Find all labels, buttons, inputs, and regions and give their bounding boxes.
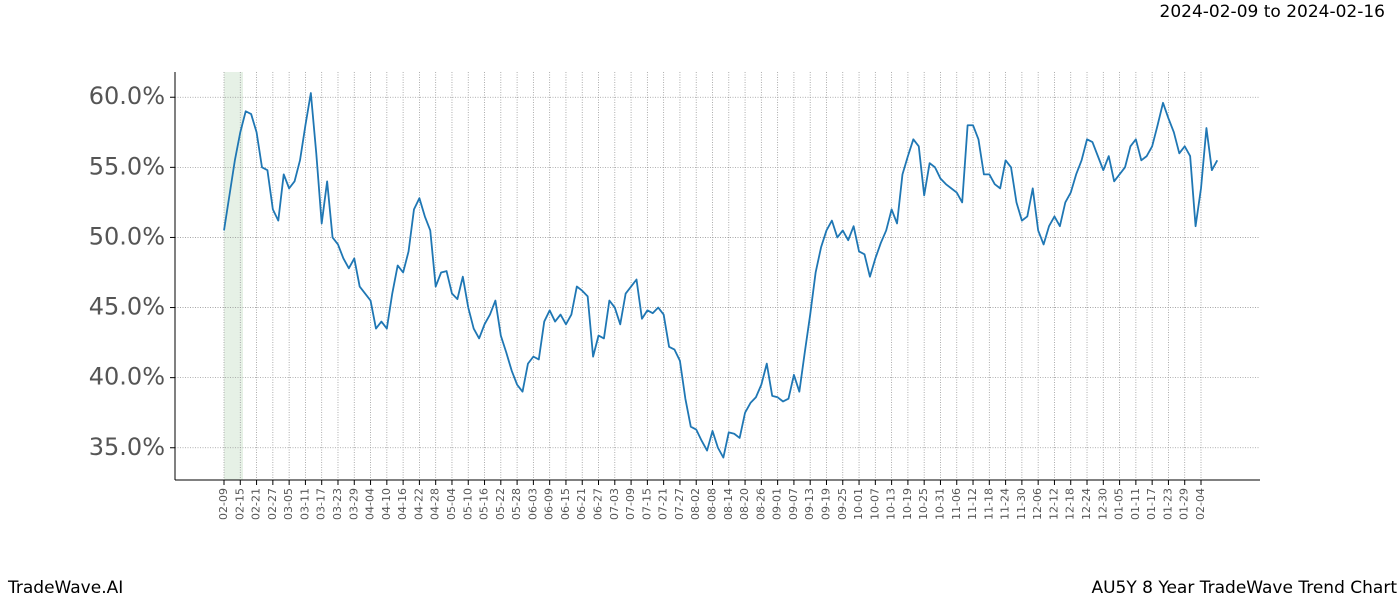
x-tick-label: 08-20 (738, 488, 751, 520)
x-tick-label: 07-09 (624, 488, 637, 520)
footer-title: AU5Y 8 Year TradeWave Trend Chart (1091, 578, 1397, 598)
x-tick-label: 11-12 (966, 488, 979, 520)
x-tick-label: 10-31 (933, 488, 946, 520)
x-tick-label: 07-21 (657, 488, 670, 520)
x-tick-label: 04-28 (429, 488, 442, 520)
x-tick-label: 01-11 (1129, 488, 1142, 520)
x-tick-label: 03-17 (315, 488, 328, 520)
x-tick-label: 05-28 (510, 488, 523, 520)
x-tick-label: 06-09 (543, 488, 556, 520)
x-tick-label: 05-04 (445, 488, 458, 520)
x-tick-label: 08-14 (722, 488, 735, 520)
x-tick-label: 12-12 (1047, 488, 1060, 520)
x-tick-label: 04-04 (364, 488, 377, 520)
x-tick-label: 06-27 (592, 488, 605, 520)
y-tick-label: 35.0% (89, 433, 165, 461)
x-tick-label: 02-15 (233, 488, 246, 520)
x-tick-label: 12-06 (1031, 488, 1044, 520)
y-tick-label: 50.0% (89, 222, 165, 250)
x-tick-label: 10-25 (917, 488, 930, 520)
x-tick-label: 09-07 (787, 488, 800, 520)
y-tick-label: 60.0% (89, 82, 165, 110)
x-tick-label: 02-09 (217, 488, 230, 520)
x-tick-label: 05-22 (494, 488, 507, 520)
x-tick-label: 11-24 (999, 488, 1012, 520)
x-tick-label: 12-24 (1080, 488, 1093, 520)
y-tick-label: 45.0% (89, 293, 165, 321)
x-tick-label: 08-02 (689, 488, 702, 520)
x-tick-label: 07-27 (673, 488, 686, 520)
y-tick-label: 40.0% (89, 363, 165, 391)
x-tick-label: 12-18 (1064, 488, 1077, 520)
x-tick-label: 05-16 (478, 488, 491, 520)
y-tick-label: 55.0% (89, 152, 165, 180)
x-tick-label: 07-03 (608, 488, 621, 520)
x-tick-label: 01-23 (1161, 488, 1174, 520)
x-tick-label: 10-13 (885, 488, 898, 520)
x-tick-label: 09-13 (803, 488, 816, 520)
x-tick-label: 03-29 (347, 488, 360, 520)
x-tick-label: 08-26 (754, 488, 767, 520)
x-tick-label: 04-22 (412, 488, 425, 520)
x-tick-label: 10-19 (901, 488, 914, 520)
x-tick-label: 12-30 (1096, 488, 1109, 520)
x-tick-label: 09-19 (819, 488, 832, 520)
x-tick-label: 09-25 (836, 488, 849, 520)
x-tick-label: 03-23 (331, 488, 344, 520)
x-tick-label: 01-05 (1113, 488, 1126, 520)
x-tick-label: 10-01 (852, 488, 865, 520)
x-tick-label: 09-01 (771, 488, 784, 520)
x-tick-label: 05-10 (461, 488, 474, 520)
x-tick-label: 01-17 (1145, 488, 1158, 520)
date-range: 2024-02-09 to 2024-02-16 (1160, 2, 1385, 22)
x-tick-label: 11-06 (950, 488, 963, 520)
x-tick-label: 02-21 (250, 488, 263, 520)
x-tick-label: 11-18 (982, 488, 995, 520)
x-tick-label: 02-04 (1194, 488, 1207, 520)
line (223, 92, 1219, 459)
x-tick-label: 06-21 (575, 488, 588, 520)
x-tick-label: 03-05 (282, 488, 295, 520)
x-tick-label: 10-07 (868, 488, 881, 520)
x-tick-label: 03-11 (298, 488, 311, 520)
x-tick-label: 11-30 (1015, 488, 1028, 520)
x-tick-label: 04-10 (380, 488, 393, 520)
x-tick-label: 01-29 (1178, 488, 1191, 520)
brand: TradeWave.AI (7, 578, 123, 598)
x-tick-label: 06-03 (526, 488, 539, 520)
x-tick-label: 02-27 (266, 488, 279, 520)
x-tick-label: 06-15 (559, 488, 572, 520)
x-tick-label: 04-16 (396, 488, 409, 520)
x-tick-label: 07-15 (640, 488, 653, 520)
x-tick-label: 08-08 (706, 488, 719, 520)
